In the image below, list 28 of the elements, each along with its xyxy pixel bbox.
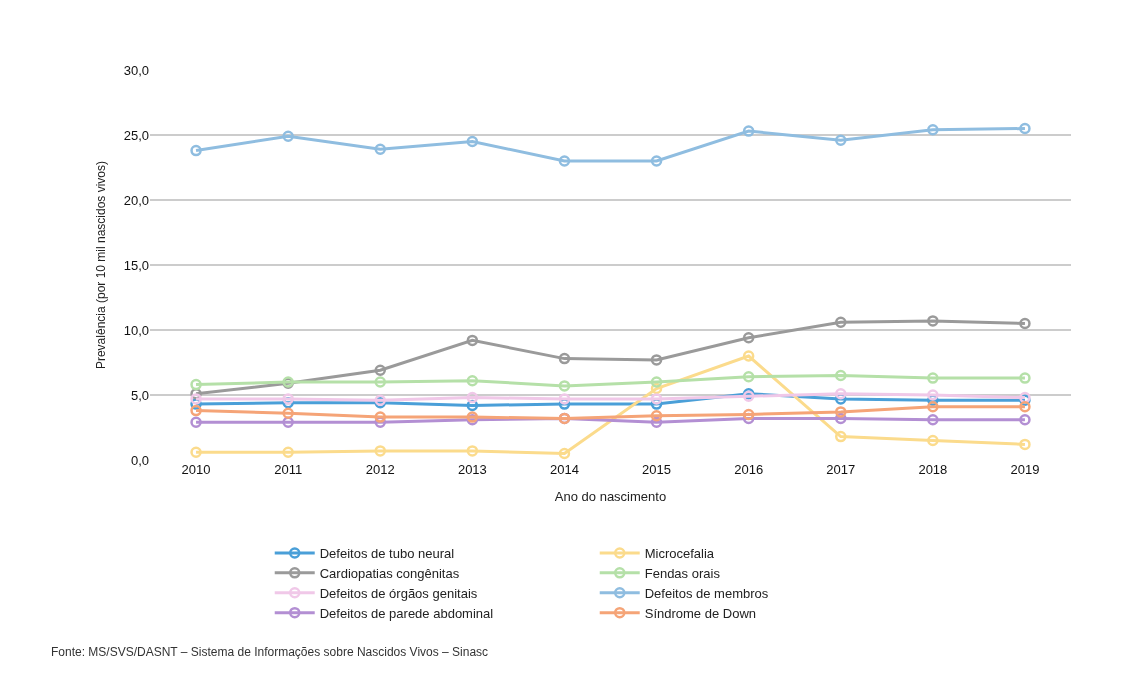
legend-label: Defeitos de órgãos genitais [319,585,478,601]
legend-label: Cardiopatias congênitas [319,565,460,581]
x-tick-label: 2011 [274,462,303,477]
legend-label: Defeitos de parede abdominal [319,605,494,621]
legend-label: Microcefalia [644,546,715,562]
x-axis-title: Ano do nascimento [554,488,667,504]
legend-label: Fendas orais [644,565,721,581]
x-tick-label: 2012 [365,462,395,477]
y-tick-label: 10,0 [123,322,149,338]
x-tick-label: 2019 [1010,462,1040,477]
x-tick-label: 2010 [181,462,211,477]
x-tick-label: 2018 [918,462,948,477]
x-tick-label: 2014 [549,462,579,477]
x-tick-label: 2016 [734,462,764,477]
x-tick-label: 2015 [642,462,672,477]
legend-label: Defeitos de membros [644,585,769,601]
y-tick-label: 30,0 [123,62,149,78]
y-axis-title: Prevalência (por 10 mil nascidos vivos) [93,160,108,370]
y-tick-label: 20,0 [123,192,149,208]
y-tick-label: 0,0 [130,452,149,468]
legend-label: Síndrome de Down [644,605,757,621]
source-note: Fonte: MS/SVS/DASNT – Sistema de Informações sobre Nascidos Vivos – Sinasc [51,645,489,659]
legend-label: Defeitos de tubo neural [319,546,455,562]
x-tick-label: 2013 [457,462,487,477]
y-tick-label: 15,0 [123,257,149,273]
x-tick-label: 2017 [826,462,856,477]
y-tick-label: 5,0 [130,387,149,403]
y-tick-label: 25,0 [123,127,149,143]
